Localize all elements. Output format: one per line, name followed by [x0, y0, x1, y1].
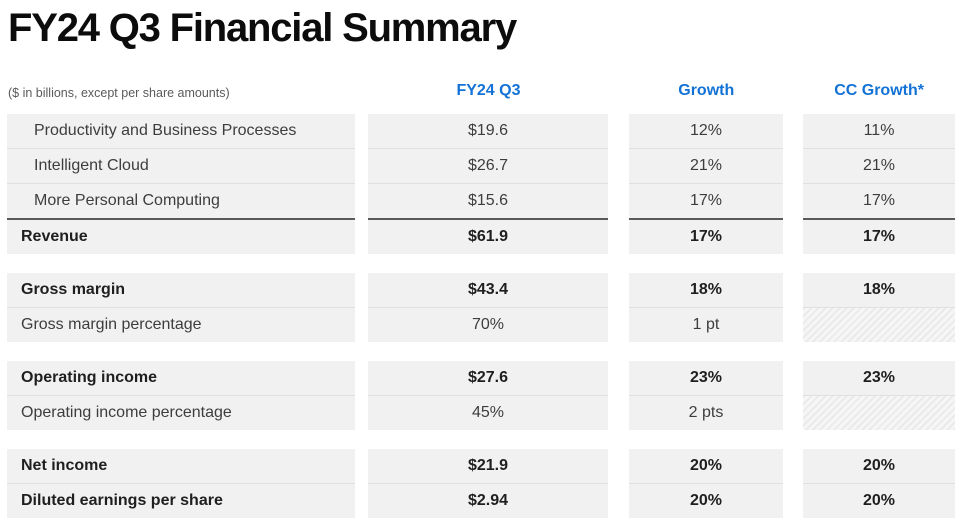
table-row: Gross margin $43.4 18% 18%	[7, 273, 955, 307]
growth-value: 23%	[629, 361, 783, 395]
row-label: Gross margin	[7, 273, 355, 307]
growth-value: 1 pt	[629, 307, 783, 342]
cc-growth-value: 18%	[803, 273, 955, 307]
table-header-row: ($ in billions, except per share amounts…	[7, 78, 955, 100]
growth-value: 17%	[629, 218, 783, 254]
table-section-operating-income: Operating income $27.6 23% 23% Operating…	[7, 361, 955, 430]
cc-growth-hatched-cell	[803, 307, 955, 342]
growth-value: 12%	[629, 114, 783, 148]
row-label: Operating income percentage	[7, 395, 355, 430]
row-label: Revenue	[7, 218, 355, 254]
row-label: Productivity and Business Processes	[7, 114, 355, 148]
growth-value: 20%	[629, 449, 783, 483]
fy24q3-value: $27.6	[368, 361, 608, 395]
cc-growth-value: 11%	[803, 114, 955, 148]
cc-growth-value: 21%	[803, 148, 955, 183]
fy24q3-value: $19.6	[368, 114, 608, 148]
row-label: Net income	[7, 449, 355, 483]
col-header-growth: Growth	[678, 82, 735, 99]
cc-growth-hatched-cell	[803, 395, 955, 430]
table-row: Gross margin percentage 70% 1 pt	[7, 307, 955, 342]
cc-growth-value: 17%	[803, 218, 955, 254]
row-label: More Personal Computing	[7, 183, 355, 218]
row-label: Diluted earnings per share	[7, 483, 355, 518]
fy24q3-value: 70%	[368, 307, 608, 342]
cc-growth-value: 17%	[803, 183, 955, 218]
growth-value: 18%	[629, 273, 783, 307]
growth-value: 21%	[629, 148, 783, 183]
row-label: Intelligent Cloud	[7, 148, 355, 183]
row-label: Operating income	[7, 361, 355, 395]
table-note: ($ in billions, except per share amounts…	[8, 86, 230, 100]
table-row-total: Revenue $61.9 17% 17%	[7, 218, 955, 254]
fy24q3-value: $26.7	[368, 148, 608, 183]
table-row: Operating income percentage 45% 2 pts	[7, 395, 955, 430]
growth-value: 2 pts	[629, 395, 783, 430]
table-row: Diluted earnings per share $2.94 20% 20%	[7, 483, 955, 518]
fy24q3-value: $2.94	[368, 483, 608, 518]
table-section-revenue: Productivity and Business Processes $19.…	[7, 114, 955, 254]
table-section-gross-margin: Gross margin $43.4 18% 18% Gross margin …	[7, 273, 955, 342]
col-header-fy24q3: FY24 Q3	[456, 82, 521, 99]
page-title: FY24 Q3 Financial Summary	[8, 6, 517, 50]
growth-value: 20%	[629, 483, 783, 518]
table-row: Operating income $27.6 23% 23%	[7, 361, 955, 395]
cc-growth-value: 23%	[803, 361, 955, 395]
table-row: Intelligent Cloud $26.7 21% 21%	[7, 148, 955, 183]
growth-value: 17%	[629, 183, 783, 218]
table-section-net-income: Net income $21.9 20% 20% Diluted earning…	[7, 449, 955, 518]
table-row: Net income $21.9 20% 20%	[7, 449, 955, 483]
table-row: More Personal Computing $15.6 17% 17%	[7, 183, 955, 218]
financial-table: Productivity and Business Processes $19.…	[7, 114, 955, 518]
fy24q3-value: 45%	[368, 395, 608, 430]
fy24q3-value: $61.9	[368, 218, 608, 254]
fy24q3-value: $43.4	[368, 273, 608, 307]
cc-growth-value: 20%	[803, 449, 955, 483]
cc-growth-value: 20%	[803, 483, 955, 518]
row-label: Gross margin percentage	[7, 307, 355, 342]
fy24q3-value: $15.6	[368, 183, 608, 218]
fy24q3-value: $21.9	[368, 449, 608, 483]
col-header-cc-growth: CC Growth*	[834, 82, 924, 99]
table-row: Productivity and Business Processes $19.…	[7, 114, 955, 148]
